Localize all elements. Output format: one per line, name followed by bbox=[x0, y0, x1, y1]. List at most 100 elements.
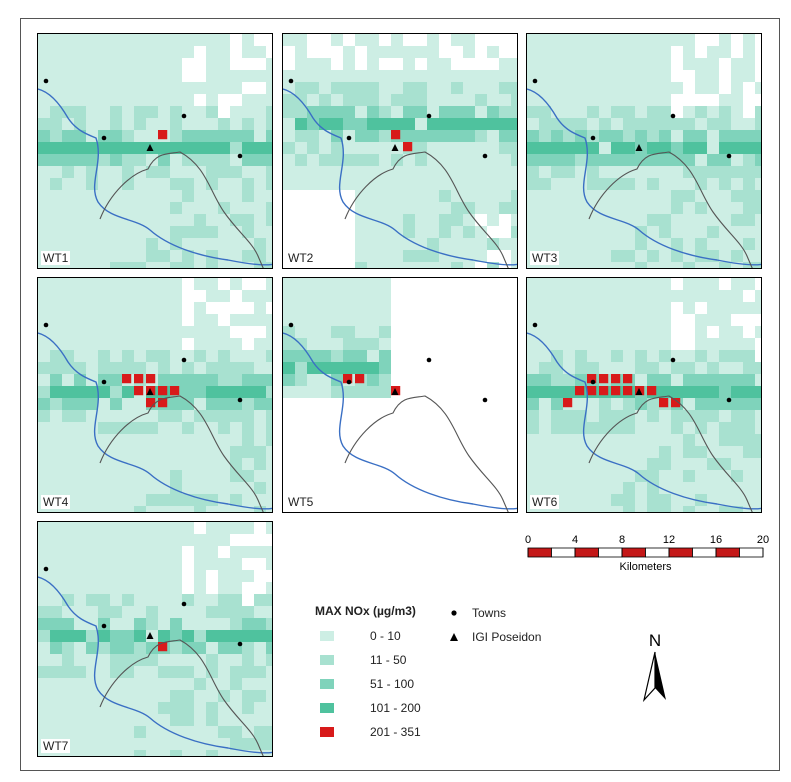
scale-tick-label: 12 bbox=[663, 534, 675, 546]
hotspot-cell bbox=[122, 374, 132, 384]
legend-label: 11 - 50 bbox=[370, 653, 407, 667]
scale-tick-label: 8 bbox=[619, 534, 625, 546]
panel-label: WT2 bbox=[286, 251, 316, 265]
panel-label: WT5 bbox=[286, 495, 316, 509]
boundary-line bbox=[99, 395, 264, 512]
boundary-line bbox=[588, 395, 753, 512]
hotspot-cell bbox=[158, 130, 168, 140]
boundary-line bbox=[344, 151, 509, 268]
town-dot bbox=[426, 113, 432, 119]
map-frame bbox=[20, 18, 780, 771]
river-line bbox=[38, 576, 272, 754]
hotspot-cell bbox=[170, 386, 180, 396]
town-dot bbox=[288, 78, 294, 84]
hotspot-cell bbox=[343, 374, 353, 384]
hotspot-cell bbox=[158, 386, 168, 396]
river-line bbox=[527, 332, 761, 510]
town-dot bbox=[237, 153, 243, 159]
scale-bar: 0 4 8 12 16 20 Kilometers bbox=[520, 528, 775, 578]
hotspot-cell bbox=[403, 142, 413, 152]
hotspot-cell bbox=[623, 374, 633, 384]
legend-swatch bbox=[320, 655, 334, 665]
hotspot-cell bbox=[587, 386, 597, 396]
scale-unit-label: Kilometers bbox=[620, 561, 672, 573]
boundary-line bbox=[588, 151, 753, 268]
town-dot bbox=[670, 357, 676, 363]
hotspot-cell bbox=[611, 386, 621, 396]
legend-title: MAX NOx (µg/m3) bbox=[315, 604, 416, 618]
hotspot-cell bbox=[134, 386, 144, 396]
legend-swatch bbox=[320, 727, 334, 737]
town-dot bbox=[43, 566, 49, 572]
igi-poseidon-label: IGI Poseidon bbox=[472, 630, 542, 644]
igi-poseidon-marker bbox=[391, 388, 399, 395]
nox-raster-map bbox=[283, 278, 517, 512]
hotspot-cell bbox=[611, 374, 621, 384]
nox-raster-map bbox=[283, 34, 517, 268]
town-dot bbox=[670, 113, 676, 119]
river-line bbox=[283, 332, 517, 510]
scale-tick-label: 16 bbox=[710, 534, 722, 546]
map-panel-wt2: WT2 bbox=[282, 33, 518, 269]
map-panel-wt5: WT5 bbox=[282, 277, 518, 513]
igi-poseidon-marker bbox=[146, 144, 154, 151]
scale-tick-label: 4 bbox=[572, 534, 578, 546]
river-line bbox=[38, 332, 272, 510]
panel-label: WT4 bbox=[41, 495, 71, 509]
nox-raster-map bbox=[38, 278, 272, 512]
town-dot bbox=[346, 379, 352, 385]
nox-raster-map bbox=[38, 522, 272, 756]
hotspot-cell bbox=[587, 374, 597, 384]
hotspot-cell bbox=[158, 398, 168, 408]
map-panel-wt1: WT1 bbox=[37, 33, 273, 269]
legend-label: 51 - 100 bbox=[370, 677, 415, 691]
scale-tick-label: 20 bbox=[757, 534, 769, 546]
town-dot bbox=[532, 322, 538, 328]
nox-raster-map bbox=[527, 278, 761, 512]
town-dot bbox=[237, 397, 243, 403]
hotspot-cell bbox=[623, 386, 633, 396]
town-dot bbox=[726, 397, 732, 403]
town-dot bbox=[288, 322, 294, 328]
hotspot-cell bbox=[671, 398, 681, 408]
town-dot bbox=[590, 135, 596, 141]
north-arrow: N bbox=[635, 630, 675, 705]
town-dot bbox=[590, 379, 596, 385]
map-panel-wt6: WT6 bbox=[526, 277, 762, 513]
town-dot bbox=[426, 357, 432, 363]
hotspot-cell bbox=[391, 130, 401, 140]
hotspot-cell bbox=[158, 642, 168, 652]
legend-swatch bbox=[320, 631, 334, 641]
town-dot bbox=[237, 641, 243, 647]
panel-label: WT6 bbox=[530, 495, 560, 509]
town-dot bbox=[101, 623, 107, 629]
hotspot-cell bbox=[146, 374, 156, 384]
legend-pipeline: IGI Poseidon bbox=[448, 630, 541, 646]
igi-poseidon-marker bbox=[635, 144, 643, 151]
boundary-line bbox=[99, 639, 264, 756]
north-arrow-icon bbox=[655, 652, 666, 700]
hotspot-cell bbox=[134, 374, 144, 384]
hotspot-cell bbox=[355, 374, 365, 384]
boundary-line bbox=[99, 151, 264, 268]
town-dot bbox=[482, 153, 488, 159]
hotspot-cell bbox=[599, 386, 609, 396]
river-line bbox=[527, 88, 761, 266]
town-dot bbox=[101, 379, 107, 385]
hotspot-cell bbox=[575, 386, 585, 396]
town-dot bbox=[532, 78, 538, 84]
hotspot-cell bbox=[599, 374, 609, 384]
igi-poseidon-marker bbox=[635, 388, 643, 395]
igi-poseidon-marker bbox=[391, 144, 399, 151]
legend-towns: Towns bbox=[448, 606, 506, 622]
hotspot-cell bbox=[146, 398, 156, 408]
map-panel-wt4: WT4 bbox=[37, 277, 273, 513]
town-dot bbox=[43, 78, 49, 84]
map-panel-wt7: WT7 bbox=[37, 521, 273, 757]
town-dot bbox=[346, 135, 352, 141]
hotspot-cell bbox=[563, 398, 573, 408]
nox-raster-map bbox=[38, 34, 272, 268]
town-dot-icon bbox=[451, 610, 457, 616]
towns-label: Towns bbox=[472, 606, 507, 620]
town-dot bbox=[101, 135, 107, 141]
